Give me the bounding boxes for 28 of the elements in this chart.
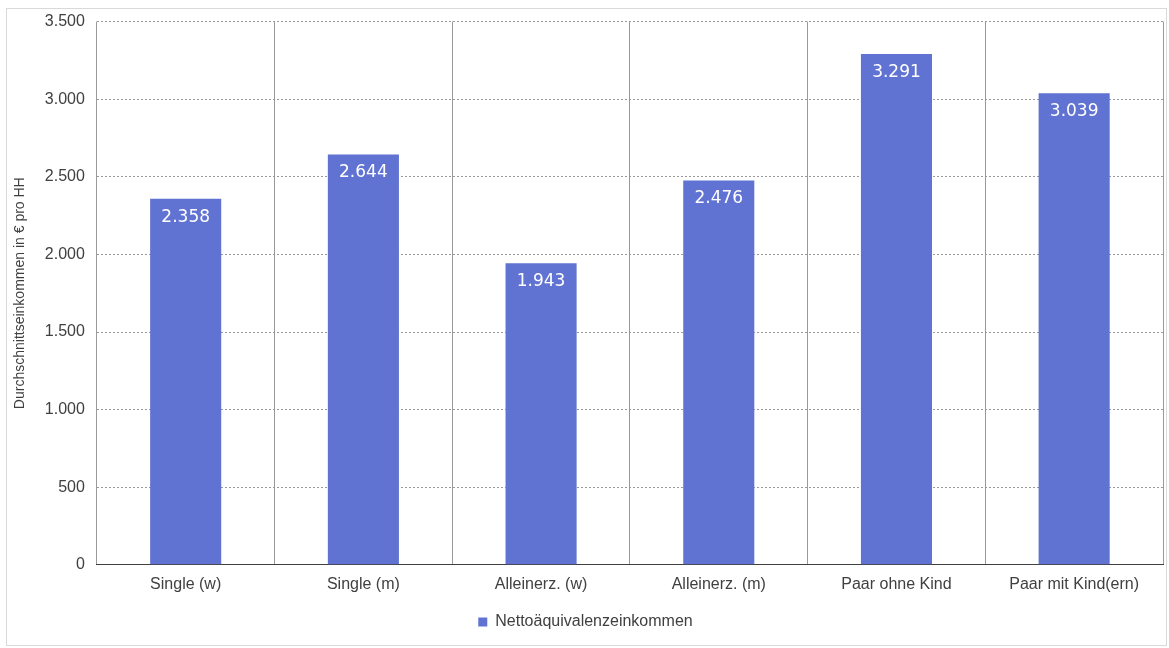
legend-label: Nettoäquivalenzeinkommen [495,612,693,630]
bar [150,198,222,565]
y-tick-label: 500 [58,477,85,495]
data-label: 1.943 [516,270,566,291]
data-label: 3.039 [1049,100,1099,121]
x-tick-label: Paar ohne Kind [841,574,952,592]
x-tick-label: Alleinerz. (m) [671,574,766,592]
y-tick-label: 2.000 [44,244,85,262]
y-tick-label: 1.500 [44,322,85,340]
bar [1038,93,1110,565]
bar [860,54,932,565]
x-tick-label: Single (m) [326,574,400,592]
data-label: 2.644 [339,161,388,182]
x-tick-label: Single (w) [150,574,222,592]
bar [505,263,577,565]
y-tick-label: 3.500 [44,12,85,30]
bar [327,154,399,565]
data-label: 2.358 [161,205,211,226]
y-tick-label: 2.500 [44,167,85,185]
x-tick-label: Alleinerz. (w) [494,574,588,592]
y-tick-label: 3.000 [44,89,85,107]
y-tick-label: 1.000 [44,400,85,418]
y-axis-title: Durchschnittseinkommen in € pro HH [11,177,28,410]
y-tick-label: 0 [75,555,85,573]
data-label: 2.476 [694,187,744,208]
bar [683,180,755,565]
x-tick-label: Paar mit Kind(ern) [1009,574,1140,592]
data-label: 3.291 [872,60,921,81]
